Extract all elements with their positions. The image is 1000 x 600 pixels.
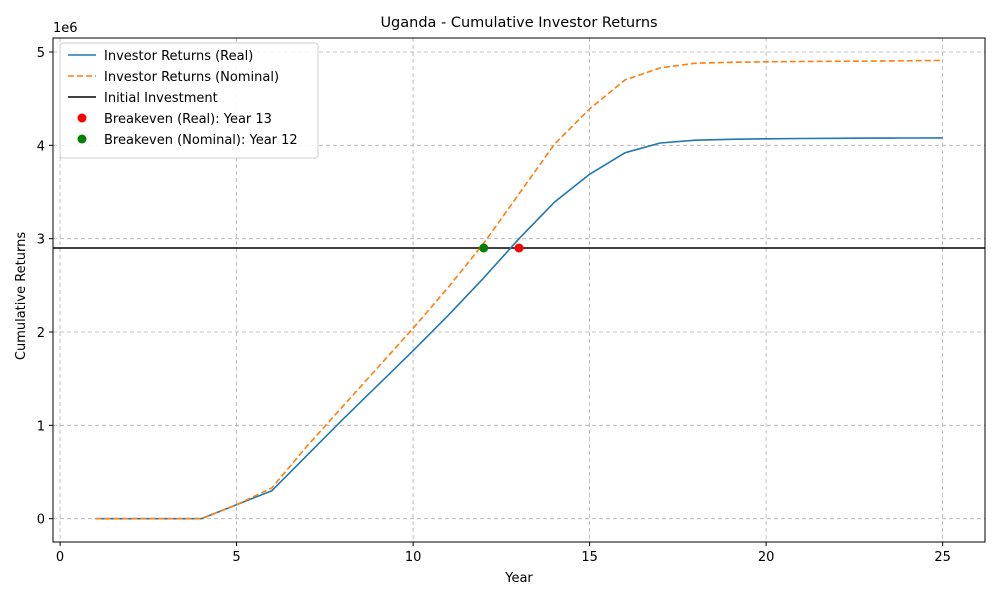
x-tick-label: 15 bbox=[581, 550, 598, 565]
series-line-real bbox=[95, 137, 943, 520]
legend-entry-point: Breakeven (Nominal): Year 12 bbox=[104, 133, 298, 148]
y-tick-label: 4 bbox=[37, 139, 45, 154]
breakeven-nominal-point bbox=[479, 243, 489, 253]
legend-entry-series: Investor Returns (Real) bbox=[104, 49, 253, 64]
chart-title: Uganda - Cumulative Investor Returns bbox=[380, 15, 657, 31]
x-tick-label: 20 bbox=[758, 550, 775, 565]
legend-swatch bbox=[77, 113, 87, 123]
y-tick-label: 5 bbox=[37, 46, 45, 61]
y-tick-label: 1 bbox=[37, 419, 45, 434]
x-axis-title: Year bbox=[504, 571, 533, 586]
series-line-nominal bbox=[95, 59, 943, 520]
legend-entry-point: Breakeven (Real): Year 13 bbox=[104, 112, 272, 127]
legend-entry-hline: Initial Investment bbox=[104, 91, 218, 106]
axis-ticks: 0 5 10 15 20 25 0 1 2 3 4 5 bbox=[37, 46, 951, 565]
y-tick-label: 0 bbox=[37, 513, 45, 528]
legend-swatch bbox=[77, 134, 87, 144]
y-offset-label: 1e6 bbox=[53, 21, 78, 36]
x-tick-label: 0 bbox=[56, 550, 64, 565]
x-tick-label: 10 bbox=[405, 550, 422, 565]
legend: Investor Returns (Real) Investor Returns … bbox=[59, 42, 319, 159]
legend-box bbox=[59, 42, 319, 159]
plot-area bbox=[53, 59, 985, 520]
x-tick-label: 5 bbox=[232, 550, 240, 565]
y-axis-title: Cumulative Returns bbox=[14, 232, 29, 360]
y-tick-label: 3 bbox=[37, 233, 45, 248]
legend-entry-series: Investor Returns (Nominal) bbox=[104, 70, 279, 85]
y-tick-label: 2 bbox=[37, 326, 45, 341]
x-tick-label: 25 bbox=[934, 550, 951, 565]
breakeven-real-point bbox=[514, 243, 524, 253]
plot-frame bbox=[52, 37, 986, 543]
